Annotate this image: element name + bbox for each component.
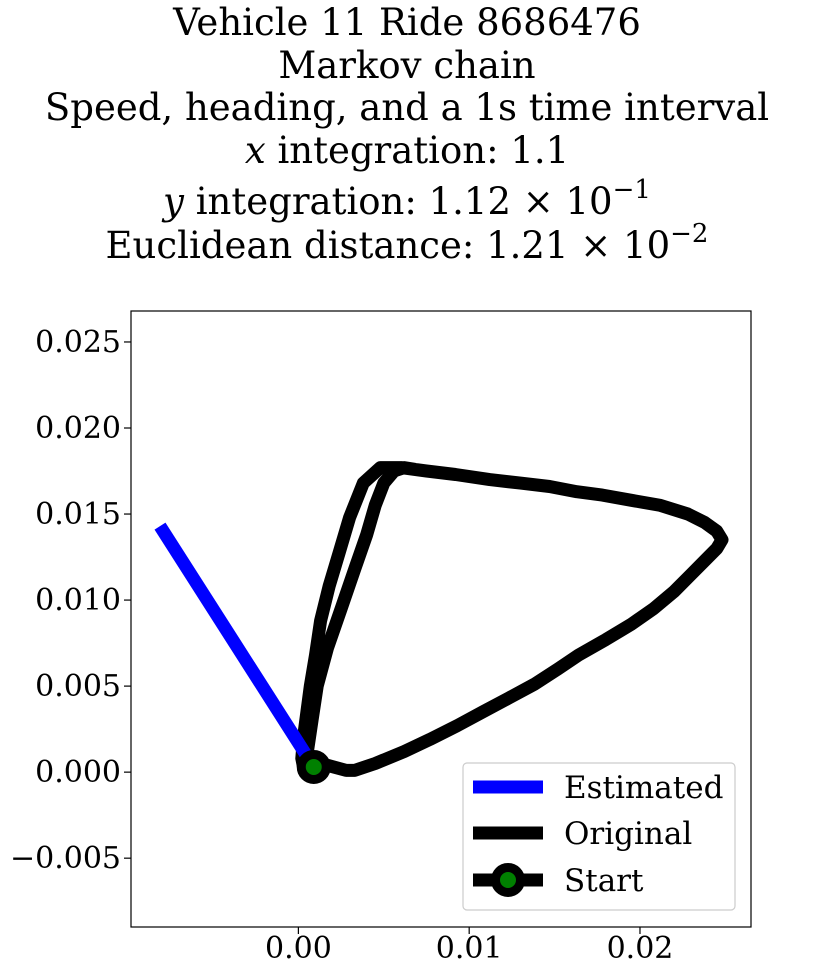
legend-start-marker (491, 863, 525, 897)
title-line-6: Euclidean distance: 1.21 × 10−2 (106, 219, 709, 267)
y-tick-label: 0.000 (35, 755, 121, 790)
series-original-line (295, 461, 729, 777)
x-tick-label: 0.00 (265, 931, 332, 966)
title-line-2: Markov chain (278, 44, 535, 87)
series-estimated-line (154, 522, 320, 771)
legend: Estimated Original Start (462, 762, 736, 911)
x-tick-label: 0.02 (607, 931, 674, 966)
y-tick-label: 0.020 (35, 411, 121, 446)
y-tick-label: 0.010 (35, 583, 121, 618)
y-axis: −0.005 0.000 0.005 0.010 0.015 0.020 0.025 (10, 325, 131, 876)
title-line-1: Vehicle 11 Ride 8686476 (172, 1, 641, 44)
series-start-marker (296, 749, 331, 784)
y-tick-label: 0.015 (35, 497, 121, 532)
axes-frame (130, 310, 752, 928)
y-tick-label: −0.005 (10, 841, 121, 876)
title-line-4: x integration: 1.1 (245, 129, 569, 172)
title-line-5: y integration: 1.12 × 10−1 (161, 175, 651, 223)
title-line-3: Speed, heading, and a 1s time interval (45, 86, 769, 129)
y-tick-label: 0.005 (35, 669, 121, 704)
legend-label-start: Start (564, 863, 644, 899)
x-axis: 0.00 0.01 0.02 (265, 927, 673, 966)
legend-box (462, 762, 736, 911)
plot-area: 0.00 0.01 0.02 −0.005 0.000 0.005 0.010 0.015 0… (10, 310, 752, 966)
legend-label-estimated: Estimated (564, 770, 723, 806)
legend-label-original: Original (564, 816, 692, 852)
y-tick-label: 0.025 (35, 325, 121, 360)
x-tick-label: 0.01 (436, 931, 503, 966)
